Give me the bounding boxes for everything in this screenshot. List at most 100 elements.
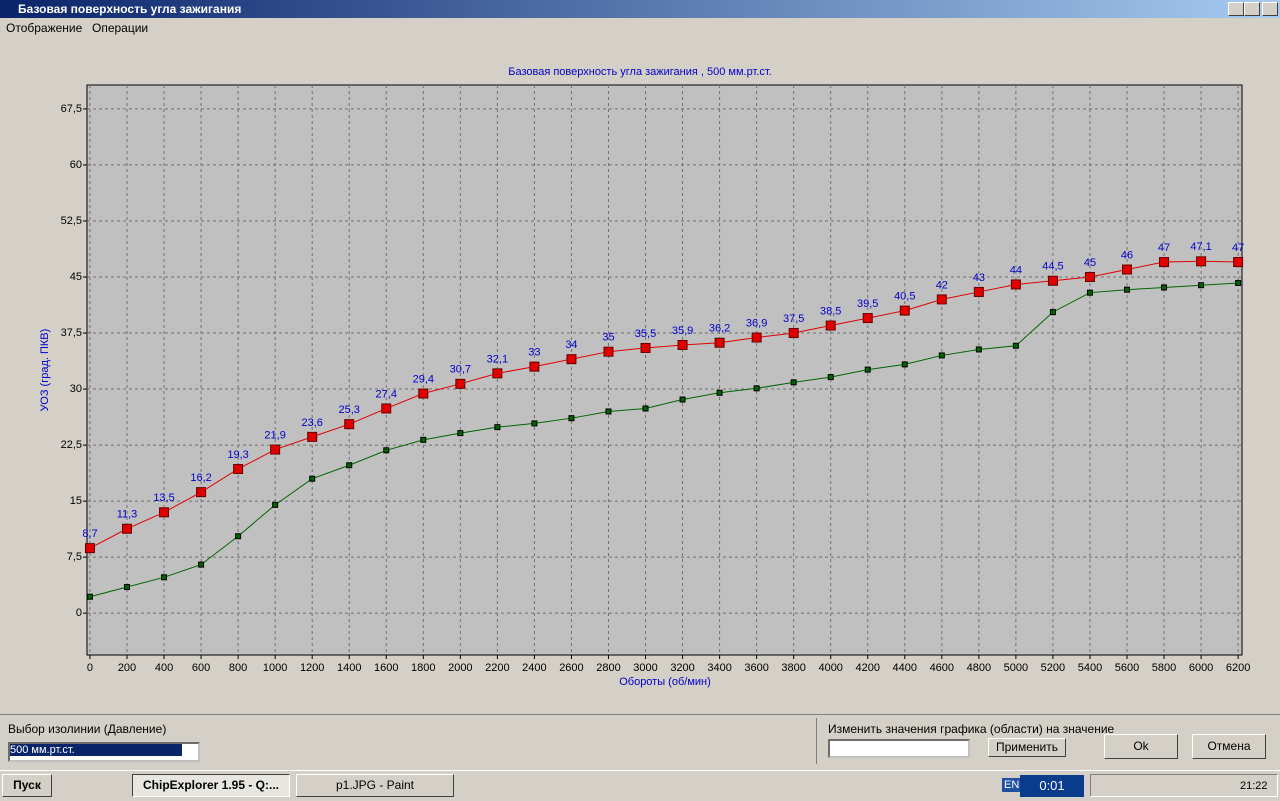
point bbox=[457, 430, 464, 437]
point bbox=[862, 313, 873, 324]
data-label: 46 bbox=[1121, 249, 1133, 261]
data-label: 47 bbox=[1158, 242, 1170, 254]
x-tick-label: 1600 bbox=[374, 662, 398, 674]
x-tick-label: 800 bbox=[229, 662, 247, 674]
task-button[interactable]: p1.JPG - Paint bbox=[296, 774, 454, 797]
language-indicator[interactable]: EN bbox=[1002, 778, 1022, 792]
x-tick-label: 1000 bbox=[263, 662, 287, 674]
chart: Базовая поверхность угла зажигания , 500… bbox=[39, 66, 1250, 688]
point bbox=[566, 354, 577, 365]
x-tick-label: 4600 bbox=[930, 662, 954, 674]
point bbox=[198, 561, 205, 568]
point bbox=[899, 305, 910, 316]
point bbox=[233, 463, 244, 474]
x-tick-label: 3200 bbox=[670, 662, 694, 674]
point bbox=[381, 403, 392, 414]
point bbox=[1012, 342, 1019, 349]
separator bbox=[816, 718, 817, 764]
x-tick-label: 2800 bbox=[596, 662, 620, 674]
data-label: 36,9 bbox=[746, 317, 767, 329]
y-tick-label: 7,5 bbox=[67, 551, 82, 563]
x-tick-label: 5400 bbox=[1078, 662, 1102, 674]
isoline-select[interactable]: 500 мм.рт.ст. bbox=[8, 742, 200, 762]
y-tick-label: 0 bbox=[76, 607, 82, 619]
data-label: 33 bbox=[528, 347, 540, 359]
x-tick-label: 3600 bbox=[744, 662, 768, 674]
point bbox=[864, 366, 871, 373]
point bbox=[309, 475, 316, 482]
apply-button[interactable]: Применить bbox=[988, 738, 1066, 757]
data-label: 37,5 bbox=[783, 313, 804, 325]
data-label: 45 bbox=[1084, 257, 1096, 269]
y-tick-label: 22,5 bbox=[61, 439, 82, 451]
y-tick-label: 45 bbox=[70, 271, 82, 283]
data-label: 40,5 bbox=[894, 291, 915, 303]
title-bar: Базовая поверхность угла зажигания bbox=[0, 0, 1280, 18]
menu-item[interactable]: Отображение bbox=[6, 21, 83, 35]
data-label: 30,7 bbox=[450, 364, 471, 376]
point bbox=[196, 487, 207, 498]
point bbox=[1161, 284, 1168, 291]
y-tick-label: 37,5 bbox=[61, 327, 82, 339]
cancel-button[interactable]: Отмена bbox=[1192, 734, 1266, 759]
series-line bbox=[89, 260, 1239, 549]
point bbox=[753, 385, 760, 392]
task-button[interactable]: ChipExplorer 1.95 - Q:... bbox=[132, 774, 290, 797]
isoline-label: Выбор изолинии (Давление) bbox=[8, 722, 167, 736]
data-label: 16,2 bbox=[190, 472, 211, 484]
point bbox=[307, 431, 318, 442]
plot-area bbox=[86, 84, 1243, 656]
point bbox=[494, 424, 501, 431]
point bbox=[1047, 275, 1058, 286]
minimize-button[interactable] bbox=[1228, 2, 1244, 16]
data-label: 47,1 bbox=[1190, 241, 1211, 253]
point bbox=[122, 523, 132, 534]
data-label: 44 bbox=[1010, 264, 1022, 276]
x-tick-label: 1400 bbox=[337, 662, 361, 674]
point bbox=[642, 405, 649, 412]
point bbox=[124, 584, 130, 591]
point bbox=[825, 320, 836, 331]
chart-title: Базовая поверхность угла зажигания , 500… bbox=[508, 66, 772, 78]
point bbox=[1010, 279, 1021, 290]
x-tick-label: 200 bbox=[118, 662, 136, 674]
menu-item[interactable]: Операции bbox=[92, 21, 149, 35]
value-input[interactable] bbox=[828, 739, 970, 758]
point bbox=[161, 574, 168, 581]
point bbox=[603, 346, 614, 357]
data-label: 43 bbox=[973, 272, 985, 284]
x-tick-label: 6000 bbox=[1189, 662, 1213, 674]
point bbox=[1235, 279, 1242, 286]
timer: 0:01 bbox=[1020, 775, 1084, 797]
data-label: 34 bbox=[565, 339, 577, 351]
clock: 21:22 bbox=[1240, 780, 1268, 792]
x-tick-label: 6200 bbox=[1226, 662, 1250, 674]
close-button[interactable] bbox=[1262, 2, 1278, 16]
y-tick-label: 15 bbox=[70, 495, 82, 507]
x-tick-label: 2000 bbox=[448, 662, 472, 674]
point bbox=[677, 339, 688, 350]
point bbox=[679, 396, 686, 403]
ok-button[interactable]: Ok bbox=[1104, 734, 1178, 759]
x-tick-label: 1800 bbox=[411, 662, 435, 674]
window-title: Базовая поверхность угла зажигания bbox=[18, 2, 242, 16]
x-tick-label: 4200 bbox=[855, 662, 879, 674]
data-label: 42 bbox=[936, 279, 948, 291]
data-label: 21,9 bbox=[264, 429, 285, 441]
start-button[interactable]: Пуск bbox=[2, 774, 52, 797]
point bbox=[531, 420, 538, 427]
data-label: 39,5 bbox=[857, 298, 878, 310]
maximize-button[interactable] bbox=[1244, 2, 1260, 16]
data-label: 38,5 bbox=[820, 305, 841, 317]
taskbar: Пуск ChipExplorer 1.95 - Q:... p1.JPG - … bbox=[0, 770, 1280, 801]
isoline-value: 500 мм.рт.ст. bbox=[10, 744, 182, 756]
point bbox=[84, 543, 95, 554]
point bbox=[346, 462, 353, 469]
point bbox=[529, 361, 540, 372]
x-tick-label: 1200 bbox=[300, 662, 324, 674]
data-label: 25,3 bbox=[339, 404, 360, 416]
point bbox=[1049, 309, 1056, 316]
separator bbox=[0, 714, 1280, 715]
point bbox=[235, 533, 242, 540]
point bbox=[383, 447, 390, 454]
